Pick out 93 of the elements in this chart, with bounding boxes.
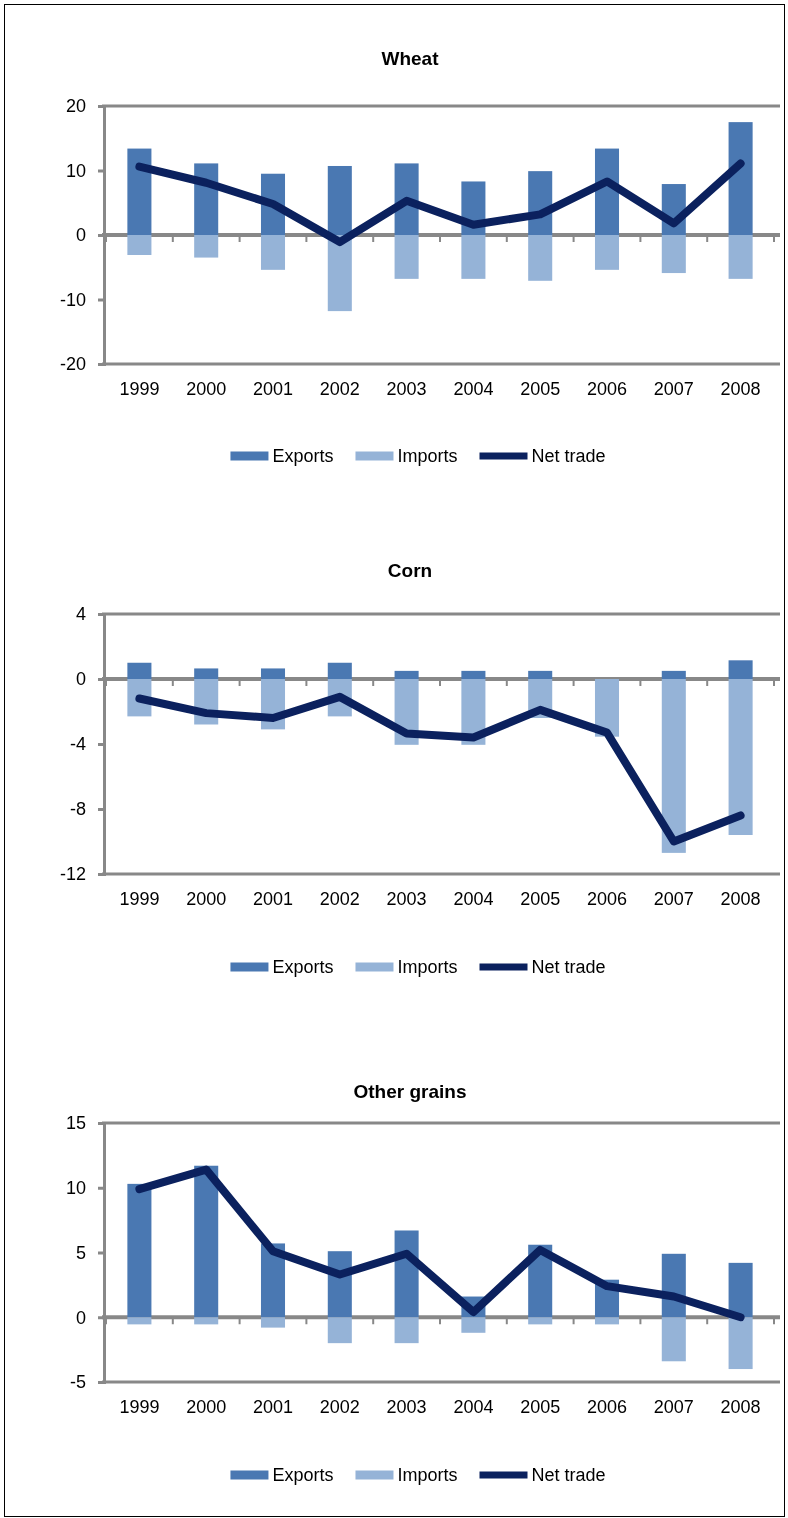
x-tick-label: 1999: [119, 1396, 160, 1417]
y-tick-label: -5: [69, 1372, 86, 1393]
y-tick-label: 10: [65, 1178, 86, 1199]
x-tick-label: 2007: [653, 1396, 694, 1417]
chart-title: Corn: [387, 560, 433, 582]
bar: [127, 235, 152, 255]
bar: [528, 670, 553, 679]
x-tick-label: 2002: [319, 1396, 360, 1417]
x-tick-label: 2005: [520, 888, 561, 909]
bar: [327, 662, 352, 679]
legend-label: Imports: [397, 1465, 458, 1485]
bar: [194, 668, 219, 679]
bar: [728, 679, 753, 835]
bar: [461, 1317, 486, 1333]
y-tick-label: -4: [69, 734, 86, 755]
legend-label: Exports: [272, 1465, 334, 1485]
x-tick-label: 2005: [520, 1396, 561, 1417]
y-tick-label: 20: [65, 96, 86, 117]
x-tick-label: 2007: [653, 888, 694, 909]
x-tick-label: 2008: [720, 1396, 761, 1417]
x-tick-label: 2006: [586, 888, 628, 909]
y-tick-label: 5: [75, 1242, 86, 1263]
y-tick-label: 0: [75, 1307, 86, 1328]
y-tick-label: -20: [59, 354, 86, 375]
y-tick-label: 15: [65, 1113, 86, 1134]
chart-title: Wheat: [381, 48, 440, 70]
bar: [528, 235, 553, 281]
bar: [728, 1317, 753, 1370]
chart-title: Other grains: [353, 1081, 467, 1103]
bar: [594, 1317, 620, 1325]
x-tick-label: 2000: [186, 1396, 227, 1417]
bar: [661, 235, 686, 274]
bar: [127, 1183, 152, 1318]
bar: [461, 670, 486, 679]
x-tick-label: 2007: [653, 378, 694, 399]
y-tick-label: -10: [59, 289, 86, 310]
legend-label: Imports: [397, 957, 458, 977]
bar: [661, 670, 686, 679]
bar: [260, 235, 286, 270]
bar: [327, 165, 352, 235]
x-tick-label: 2004: [453, 378, 494, 399]
x-tick-label: 2003: [386, 378, 427, 399]
x-tick-label: 2002: [319, 378, 360, 399]
bar: [127, 662, 152, 679]
bar: [394, 235, 419, 279]
bar: [728, 235, 753, 279]
x-tick-label: 2003: [386, 1396, 427, 1417]
x-tick-label: 2000: [186, 888, 227, 909]
bar: [528, 1317, 553, 1325]
bar: [194, 1165, 219, 1318]
x-tick-label: 2006: [586, 378, 628, 399]
bar: [728, 122, 753, 235]
bar: [728, 1262, 753, 1318]
bar: [728, 660, 753, 679]
legend-label: Net trade: [531, 957, 606, 977]
legend-label: Imports: [397, 446, 458, 466]
x-tick-label: 2008: [720, 888, 761, 909]
bar: [260, 1317, 286, 1328]
bar: [127, 148, 152, 235]
bar: [260, 668, 286, 679]
y-tick-label: -8: [69, 799, 86, 820]
x-tick-label: 2005: [520, 378, 561, 399]
bar: [127, 1317, 152, 1325]
x-tick-label: 2004: [453, 888, 494, 909]
x-tick-label: 2001: [252, 1396, 294, 1417]
bar: [661, 679, 686, 853]
x-tick-label: 2000: [186, 378, 227, 399]
legend-label: Exports: [272, 957, 334, 977]
bar: [594, 235, 620, 270]
legend-label: Net trade: [531, 446, 606, 466]
x-tick-label: 2001: [252, 378, 294, 399]
y-tick-label: -12: [59, 864, 86, 885]
x-tick-label: 2004: [453, 1396, 494, 1417]
y-tick-label: 4: [75, 604, 86, 625]
x-tick-label: 2002: [319, 888, 360, 909]
bar: [394, 670, 419, 679]
y-tick-label: 0: [75, 669, 86, 690]
bar: [461, 235, 486, 279]
bar: [194, 1317, 219, 1325]
x-tick-label: 1999: [119, 888, 160, 909]
bar: [661, 1317, 686, 1362]
bar: [327, 1317, 352, 1344]
legend-label: Exports: [272, 446, 334, 466]
y-tick-label: 10: [65, 160, 86, 181]
bar: [394, 1317, 419, 1344]
x-tick-label: 2008: [720, 378, 761, 399]
legend-label: Net trade: [531, 1465, 606, 1485]
x-tick-label: 2001: [252, 888, 294, 909]
x-tick-label: 2003: [386, 888, 427, 909]
y-tick-label: 0: [75, 225, 86, 246]
x-tick-label: 1999: [119, 378, 160, 399]
x-tick-label: 2006: [586, 1396, 628, 1417]
bar: [194, 235, 219, 258]
